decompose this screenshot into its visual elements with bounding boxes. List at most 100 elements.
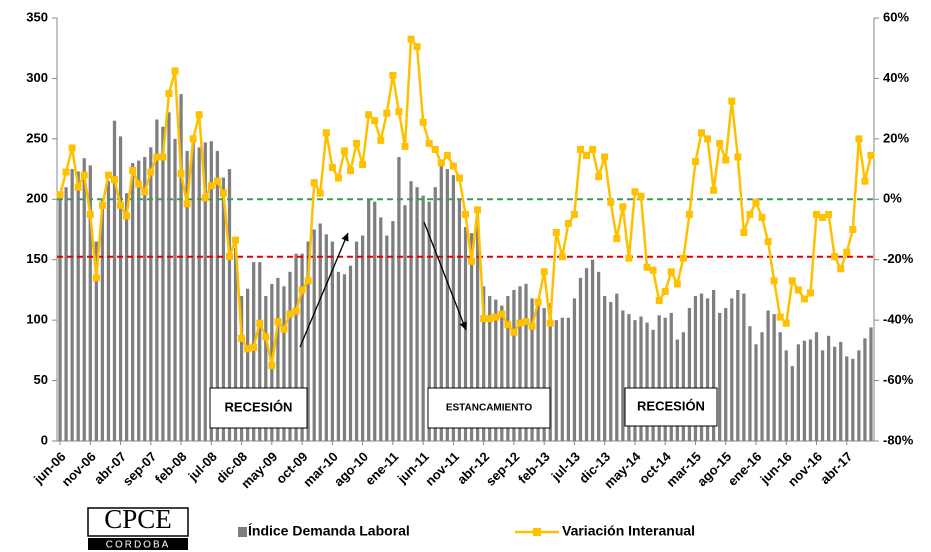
line-marker (576, 145, 584, 153)
bar (94, 241, 98, 441)
bar (433, 187, 437, 441)
bar (306, 241, 310, 441)
line-marker (365, 111, 373, 119)
bar (542, 308, 546, 441)
legend-swatch (533, 528, 541, 536)
bar (409, 181, 413, 441)
line-marker (80, 171, 88, 179)
bar (724, 308, 728, 441)
bar (475, 217, 480, 441)
bar (203, 142, 207, 442)
x-tick-label: ene-11 (362, 449, 401, 488)
line-marker (825, 210, 833, 218)
legend-swatch (238, 527, 247, 537)
bar (330, 241, 334, 441)
bar (863, 338, 867, 441)
line-marker (334, 174, 342, 182)
line-marker (776, 313, 784, 321)
y2-tick-label: -60% (883, 372, 914, 387)
bar (699, 293, 704, 441)
line-marker (649, 266, 657, 274)
bar (264, 295, 268, 441)
line-marker (752, 198, 760, 206)
bar (421, 195, 425, 441)
line-marker (855, 135, 863, 143)
line-marker (468, 257, 476, 265)
bar (70, 169, 74, 442)
bar (245, 288, 250, 441)
line-marker (788, 277, 796, 285)
line-marker (407, 35, 415, 43)
line-marker (274, 318, 282, 326)
line-marker (558, 253, 566, 261)
bar (233, 247, 238, 441)
x-tick-label: jul-13 (548, 449, 583, 484)
bar (118, 136, 123, 441)
line-marker (98, 201, 106, 209)
bar (463, 227, 468, 441)
bar (584, 268, 589, 441)
bar (566, 317, 571, 441)
bar (258, 262, 262, 441)
line-marker (764, 238, 772, 246)
annotation-box (427, 387, 551, 429)
line-marker (673, 280, 681, 288)
bar (312, 229, 316, 441)
line-marker (831, 253, 839, 261)
bar (239, 295, 244, 441)
annotation: RECESIÓN (637, 398, 705, 413)
line-marker (371, 117, 379, 125)
line-marker (449, 162, 457, 170)
line-marker (849, 226, 857, 233)
line-marker (304, 277, 312, 285)
x-tick-label: sep-07 (120, 449, 160, 489)
line-marker (383, 109, 391, 117)
line-marker (716, 139, 724, 147)
x-tick-label: ago-10 (331, 449, 371, 489)
bar (457, 199, 462, 441)
y2-tick-label: -80% (883, 432, 914, 447)
line-marker (213, 177, 221, 185)
bar (179, 94, 183, 441)
line-marker (207, 182, 215, 190)
bar (705, 298, 710, 441)
line-marker (244, 345, 252, 353)
bar (106, 181, 111, 441)
bar (687, 308, 692, 441)
bar (802, 340, 807, 441)
bar (143, 156, 147, 441)
bar (324, 234, 328, 441)
y-tick-label: 0 (41, 432, 48, 447)
line-marker (710, 186, 718, 194)
line-marker (800, 295, 808, 303)
line-marker (637, 192, 645, 200)
bar (500, 305, 504, 441)
line-marker (691, 158, 699, 166)
bar (221, 177, 226, 441)
x-tick-label: jul-08 (185, 449, 220, 484)
line-marker (189, 135, 197, 143)
bar (639, 316, 643, 441)
line-marker (250, 343, 258, 351)
line-marker (443, 151, 451, 159)
line-marker (516, 319, 524, 327)
line-marker (661, 287, 669, 295)
bar (342, 274, 347, 441)
line-marker (740, 229, 748, 237)
line-marker (359, 161, 367, 169)
line-marker (431, 145, 439, 153)
bar (427, 201, 431, 441)
line-marker (56, 191, 64, 199)
line-marker (328, 164, 336, 172)
bar (512, 289, 516, 441)
bar (826, 335, 831, 441)
bar (76, 171, 80, 441)
line-marker (794, 286, 802, 294)
bar (348, 265, 353, 441)
line-marker (462, 210, 469, 218)
x-tick-label: nov-06 (59, 449, 99, 489)
line-marker (722, 156, 730, 164)
y-tick-label: 50 (34, 372, 48, 387)
y2-tick-label: -40% (883, 312, 914, 327)
line-marker (486, 315, 494, 323)
